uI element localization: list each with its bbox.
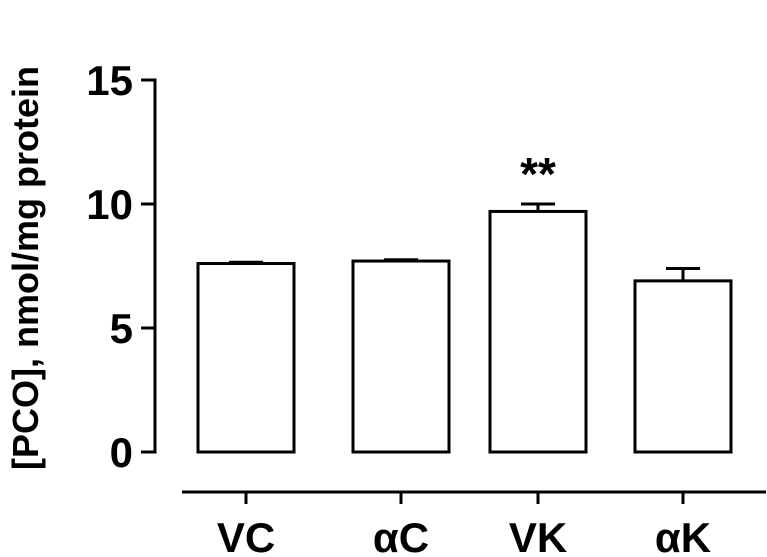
bar-1 <box>351 259 451 454</box>
y-axis-label: [PCO], nmol/mg protein <box>5 66 46 470</box>
y-tick-label: 0 <box>110 429 133 476</box>
annotations: ** <box>520 148 556 200</box>
y-tick-label: 15 <box>86 57 133 104</box>
error-bars <box>229 202 700 281</box>
category-label: VC <box>217 514 275 557</box>
category-label: αC <box>373 514 429 557</box>
bars <box>196 209 733 454</box>
y-tick-label: 10 <box>86 181 133 228</box>
bar-2 <box>488 209 588 454</box>
category-label: VK <box>509 514 567 557</box>
bar-3 <box>633 279 733 454</box>
significance-annotation: ** <box>520 148 556 200</box>
x-axis <box>182 490 766 504</box>
bar-0 <box>196 262 296 454</box>
category-label: αK <box>655 514 711 557</box>
y-axis: 0 5 10 15 <box>86 57 157 476</box>
y-tick-label: 5 <box>110 305 133 352</box>
category-labels: VC αC VK αK <box>217 514 711 557</box>
